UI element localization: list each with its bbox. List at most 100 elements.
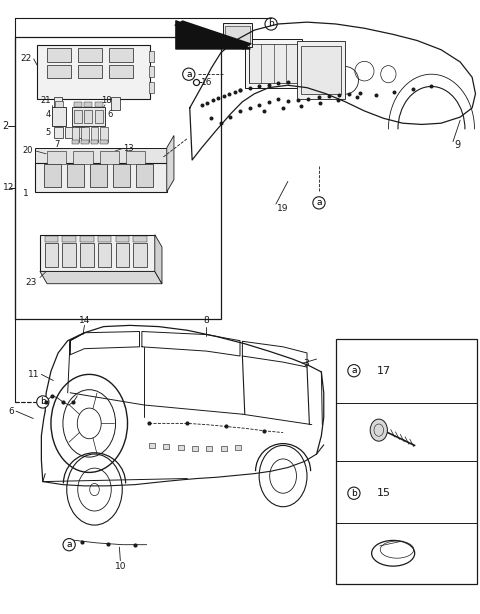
Text: 6: 6 — [107, 109, 112, 119]
Text: 6: 6 — [8, 406, 14, 416]
Bar — [225, 26, 250, 44]
Point — [70, 397, 77, 407]
Text: 12: 12 — [2, 183, 14, 192]
Text: a: a — [351, 366, 357, 375]
Point — [260, 106, 268, 116]
Point — [316, 98, 324, 107]
Text: 23: 23 — [26, 278, 37, 287]
Text: 13: 13 — [123, 144, 133, 154]
Point — [336, 90, 343, 100]
Bar — [72, 141, 79, 144]
Bar — [45, 243, 58, 266]
Point — [255, 82, 263, 91]
Bar — [192, 446, 198, 451]
Bar — [178, 445, 183, 450]
Point — [265, 80, 273, 90]
Bar — [116, 236, 129, 242]
Bar — [80, 236, 94, 242]
Point — [214, 93, 222, 103]
Polygon shape — [167, 136, 174, 192]
Point — [231, 87, 239, 96]
Point — [372, 90, 380, 99]
Bar — [35, 148, 167, 165]
Text: 22: 22 — [21, 55, 32, 63]
Bar — [65, 127, 73, 138]
Text: 9: 9 — [455, 139, 460, 150]
Bar — [80, 243, 94, 266]
Text: 11: 11 — [28, 370, 40, 379]
Bar — [298, 41, 345, 99]
Point — [279, 103, 287, 113]
Bar — [75, 127, 84, 138]
Bar — [52, 107, 66, 126]
Text: 2: 2 — [2, 122, 9, 131]
Text: 5: 5 — [46, 128, 51, 137]
Point — [246, 103, 253, 113]
Bar — [301, 46, 341, 94]
Bar — [100, 127, 108, 142]
Text: 15: 15 — [376, 488, 390, 498]
Bar — [54, 98, 62, 110]
Text: 17: 17 — [376, 366, 391, 376]
Bar — [47, 49, 71, 62]
Text: 16: 16 — [201, 78, 212, 87]
Point — [304, 94, 312, 104]
Bar — [47, 65, 71, 79]
Bar — [95, 103, 103, 107]
Text: 20: 20 — [23, 146, 33, 155]
Bar — [100, 151, 119, 165]
Bar — [74, 103, 82, 107]
Bar — [91, 127, 98, 142]
Point — [255, 100, 263, 110]
Point — [236, 85, 244, 95]
Bar — [35, 163, 167, 192]
Point — [59, 397, 67, 407]
Bar — [116, 243, 129, 266]
Bar — [40, 235, 155, 271]
Point — [48, 391, 56, 401]
Bar — [81, 127, 89, 142]
Bar — [111, 98, 120, 110]
Bar — [126, 151, 145, 165]
Bar — [78, 65, 102, 79]
Point — [209, 96, 216, 106]
Point — [294, 95, 302, 105]
Polygon shape — [174, 20, 252, 50]
Point — [42, 397, 50, 407]
Point — [346, 89, 353, 99]
Point — [131, 540, 139, 550]
Point — [204, 98, 211, 107]
Point — [183, 419, 191, 429]
Text: 3: 3 — [303, 359, 309, 368]
Point — [105, 539, 112, 549]
Bar — [78, 49, 102, 62]
Bar — [206, 446, 212, 451]
Bar — [136, 164, 153, 187]
Text: b: b — [40, 397, 46, 406]
Point — [428, 82, 435, 91]
Point — [284, 77, 292, 87]
Bar — [62, 236, 76, 242]
Bar — [149, 66, 155, 77]
Point — [409, 84, 417, 94]
Text: a: a — [316, 198, 322, 208]
Point — [78, 537, 86, 546]
Text: 10: 10 — [115, 562, 126, 571]
Point — [353, 93, 361, 103]
Bar — [72, 127, 79, 142]
Text: 1: 1 — [23, 189, 28, 198]
Point — [335, 95, 342, 105]
Point — [192, 77, 200, 87]
Point — [265, 97, 273, 107]
Bar — [336, 339, 477, 584]
Point — [390, 87, 398, 97]
Polygon shape — [155, 235, 162, 284]
Point — [207, 114, 215, 123]
Point — [227, 112, 234, 122]
Point — [145, 419, 153, 429]
Text: b: b — [268, 20, 274, 28]
Point — [246, 83, 253, 93]
Bar — [91, 141, 98, 144]
Point — [217, 119, 225, 128]
Point — [297, 101, 305, 111]
